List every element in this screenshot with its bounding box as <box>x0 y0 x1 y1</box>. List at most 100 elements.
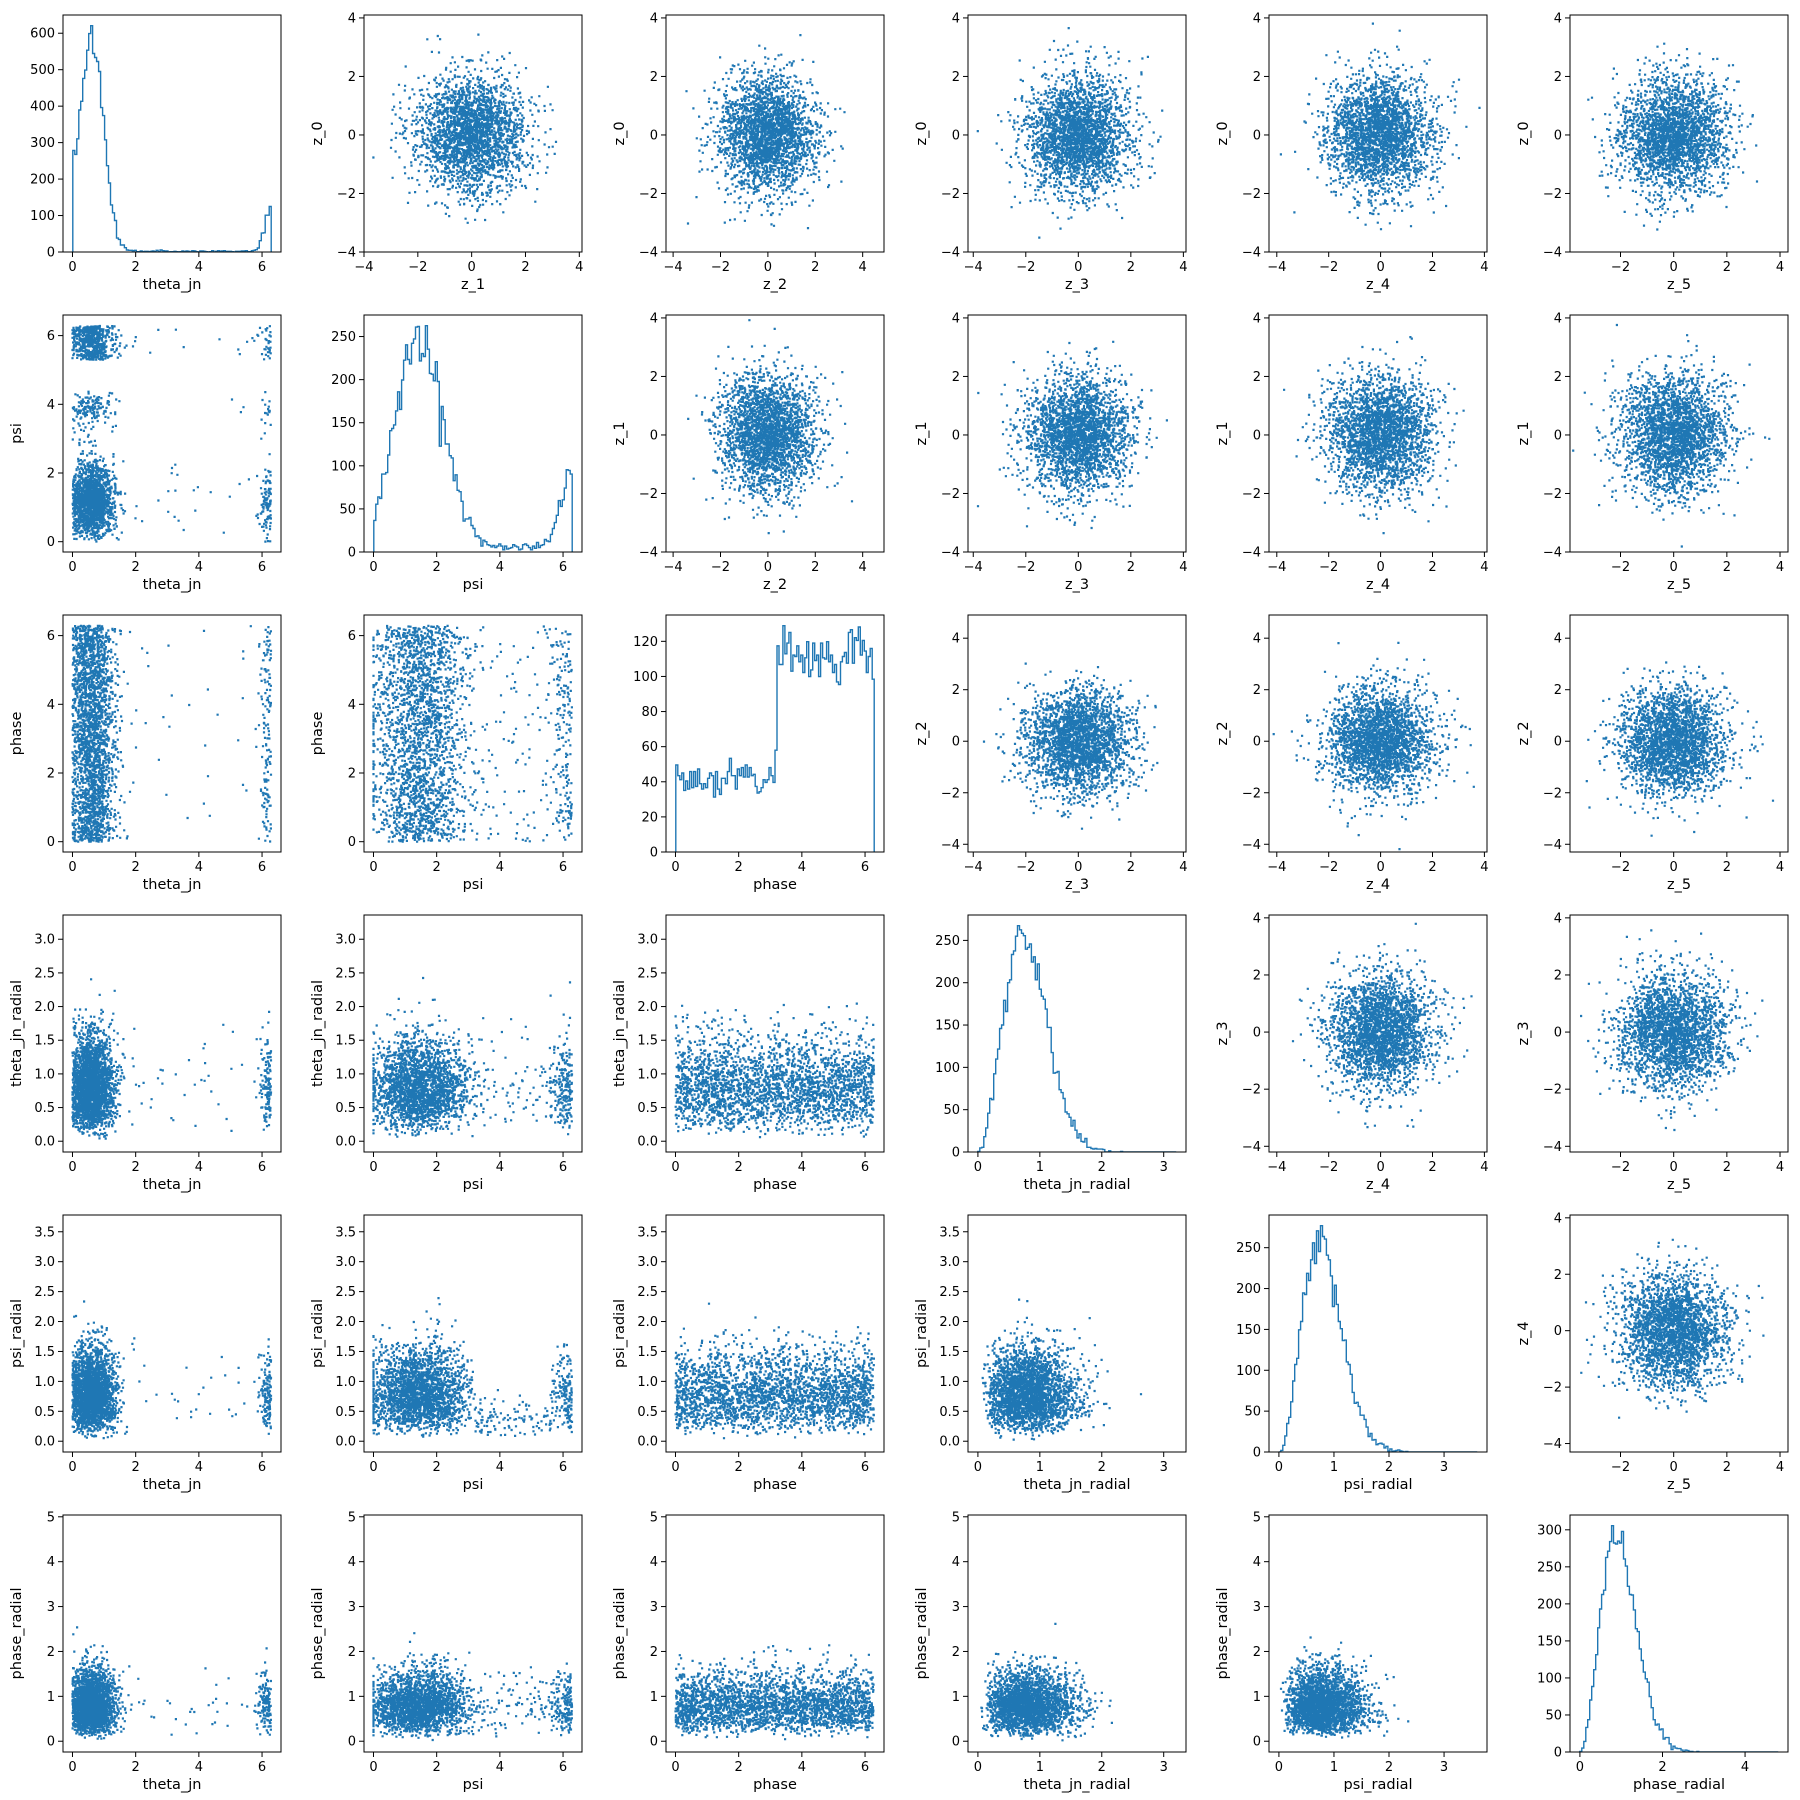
x-tick-label: −4 <box>1267 1160 1286 1175</box>
x-axis-label: psi <box>463 1477 484 1493</box>
plot-area <box>674 1644 875 1741</box>
y-tick-label: 5 <box>650 1510 658 1525</box>
x-tick-label: −4 <box>1267 560 1286 575</box>
scatter-points-z_3-z_2 <box>982 662 1159 830</box>
panel-r5-c5: 0 2 4 0 50 100 150 200 250 300 phase_radial <box>1537 1514 1789 1793</box>
y-tick-label: −2 <box>1543 1381 1562 1396</box>
x-tick-label: 2 <box>811 260 819 275</box>
x-tick-label: 3 <box>1160 1160 1168 1175</box>
panel-r2-c1: 0 2 4 6 0 2 4 6 psi phase <box>310 614 583 893</box>
scatter-points-theta_jn-psi <box>71 324 272 543</box>
y-tick-label: 100 <box>331 459 356 474</box>
plot-area <box>1580 929 1764 1132</box>
y-tick-label: 5 <box>47 1510 55 1525</box>
x-tick-label: 2 <box>132 260 140 275</box>
x-axis-label: z_4 <box>1366 277 1390 293</box>
y-tick-label: 0 <box>1554 128 1562 143</box>
y-axis-label: z_0 <box>612 121 628 145</box>
plot-area <box>675 625 875 852</box>
x-tick-label: 1 <box>1036 1460 1044 1475</box>
x-tick-label: 0 <box>68 560 76 575</box>
x-tick-label: 4 <box>1776 1460 1784 1475</box>
x-tick-label: −4 <box>664 560 683 575</box>
x-axis-label: phase <box>753 1777 797 1793</box>
x-tick-label: 2 <box>811 560 819 575</box>
y-axis-label: psi <box>9 423 25 444</box>
panel-frame <box>665 314 885 553</box>
y-tick-label: 2.5 <box>637 966 658 981</box>
x-tick-label: 4 <box>1741 1760 1749 1775</box>
y-tick-label: 2 <box>952 683 960 698</box>
y-tick-label: −2 <box>1543 187 1562 202</box>
x-axis-label: theta_jn <box>143 277 202 293</box>
y-tick-label: 2 <box>47 467 55 482</box>
y-tick-label: 300 <box>30 136 55 151</box>
scatter-points-theta_jn_radial-phase_radial <box>980 1622 1113 1742</box>
y-tick-label: 150 <box>1537 1634 1562 1649</box>
y-tick-label: 0 <box>1554 1746 1562 1761</box>
y-tick-label: 100 <box>1236 1364 1261 1379</box>
plot-area <box>1283 336 1465 535</box>
y-tick-label: 4 <box>1253 311 1261 326</box>
x-tick-label: 0 <box>1376 260 1384 275</box>
x-tick-label: 4 <box>1776 260 1784 275</box>
x-axis-label: theta_jn <box>143 1177 202 1193</box>
x-tick-label: 4 <box>575 260 583 275</box>
y-tick-label: −2 <box>1242 1083 1261 1098</box>
x-tick-label: 0 <box>468 260 476 275</box>
y-tick-label: 0 <box>47 535 55 550</box>
y-axis-label: theta_jn_radial <box>9 980 25 1087</box>
y-tick-label: 4 <box>47 398 55 413</box>
y-tick-label: −4 <box>1242 1140 1261 1155</box>
x-tick-label: 2 <box>132 860 140 875</box>
y-tick-label: 1.0 <box>939 1375 960 1390</box>
y-tick-label: 2.5 <box>637 1285 658 1300</box>
y-axis-label: phase_radial <box>914 1588 930 1680</box>
y-tick-label: 1 <box>650 1690 658 1705</box>
y-tick-label: 2 <box>1554 1268 1562 1283</box>
x-tick-label: 4 <box>195 560 203 575</box>
scatter-points-z_1-z_0 <box>372 33 558 224</box>
panel-r5-c3: 0 1 2 3 0 1 2 3 4 5 theta_jn_radial phase_radial <box>914 1510 1187 1793</box>
y-tick-label: 2 <box>47 767 55 782</box>
y-tick-label: 100 <box>935 1061 960 1076</box>
x-tick-label: 4 <box>859 260 867 275</box>
y-tick-label: 2 <box>650 370 658 385</box>
y-tick-label: 120 <box>633 635 658 650</box>
plot-area <box>71 1300 273 1440</box>
x-axis-label: z_4 <box>1366 577 1390 593</box>
y-tick-label: 0 <box>650 128 658 143</box>
scatter-points-theta_jn-theta_jn_radial <box>71 978 273 1140</box>
panel-frame <box>967 1214 1187 1453</box>
y-tick-label: −4 <box>1543 246 1562 261</box>
y-tick-label: 2 <box>952 70 960 85</box>
x-tick-label: 0 <box>974 1760 982 1775</box>
panel-frame <box>1268 314 1488 553</box>
panel-r0-c1: −4 −2 0 2 4 −4 −2 0 2 4 z_1 z_0 <box>310 11 583 293</box>
x-tick-label: 4 <box>496 1460 504 1475</box>
y-axis-label: phase <box>310 712 326 756</box>
x-tick-label: 0 <box>1670 1460 1678 1475</box>
y-tick-label: 4 <box>1253 11 1261 26</box>
y-tick-label: 5 <box>1253 1510 1261 1525</box>
y-tick-label: 250 <box>331 330 356 345</box>
x-tick-label: 0 <box>68 260 76 275</box>
y-tick-label: 3.0 <box>34 1255 55 1270</box>
x-tick-label: 2 <box>132 560 140 575</box>
scatter-points-z_3-z_0 <box>976 27 1164 239</box>
y-tick-label: 2 <box>1554 683 1562 698</box>
y-tick-label: −4 <box>1543 1437 1562 1452</box>
x-tick-label: −2 <box>1319 560 1338 575</box>
y-tick-label: 4 <box>348 1555 356 1570</box>
x-tick-label: 2 <box>1428 560 1436 575</box>
plot-area <box>372 1632 574 1742</box>
y-axis-label: z_1 <box>1215 421 1231 445</box>
y-tick-label: 500 <box>30 63 55 78</box>
y-tick-label: 3 <box>650 1600 658 1615</box>
x-tick-label: 4 <box>1179 860 1187 875</box>
y-tick-label: 1.0 <box>335 1375 356 1390</box>
x-tick-label: 6 <box>559 860 567 875</box>
plot-area <box>71 324 272 543</box>
panel-frame <box>967 1514 1187 1753</box>
